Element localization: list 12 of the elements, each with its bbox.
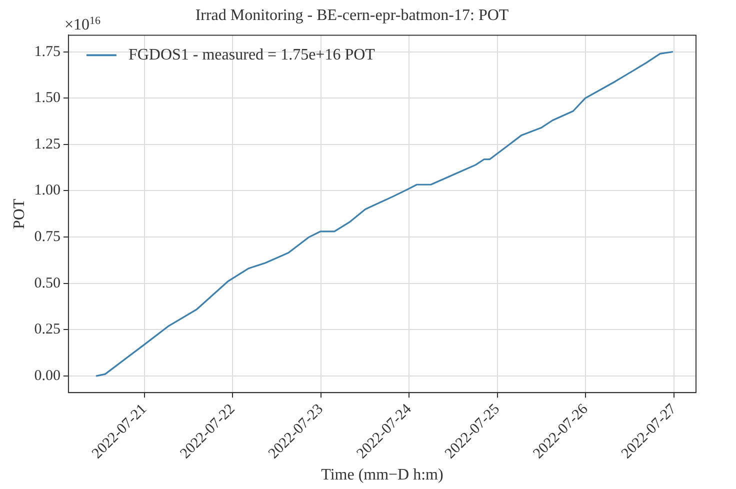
y-tick-label: 1.50 [34,90,60,106]
chart-title: Irrad Monitoring - BE-cern-epr-batmon-17: POT [195,6,509,24]
y-tick-label: 0.50 [34,275,60,292]
y-tick-label: 0.75 [34,228,60,245]
x-axis-title: Time (mm−D h:m) [321,466,444,484]
legend-label: FGDOS1 - measured = 1.75e+16 POT [128,46,376,64]
y-tick-label: 1.25 [34,136,60,152]
y-axis-title: POT [10,198,28,230]
y-tick-label: 1.00 [34,182,60,199]
y-tick-label: 0.25 [34,322,60,338]
y-tick-label: 0.00 [34,368,60,384]
y-tick-label: 1.75 [34,44,60,60]
